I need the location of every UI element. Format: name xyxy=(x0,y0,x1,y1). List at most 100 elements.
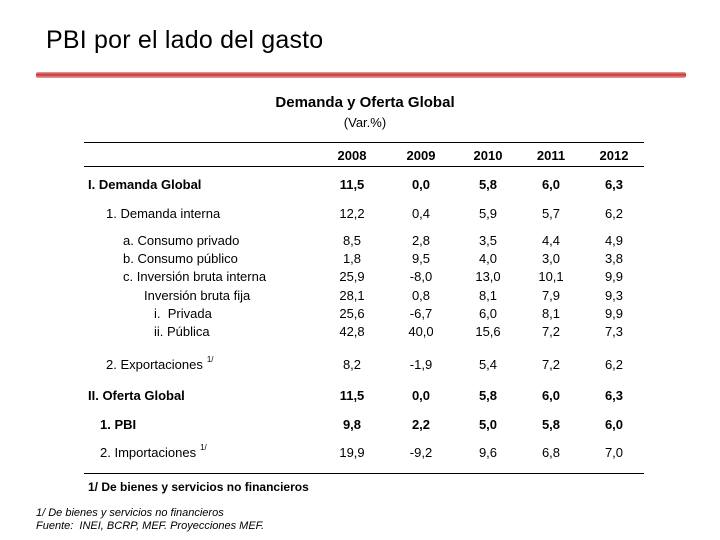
cell-value: 9,6 xyxy=(478,445,498,460)
cell-value: 2,2 xyxy=(411,417,431,432)
cell-value: 25,6 xyxy=(339,306,365,321)
table-row: 1. PBI 9,8 2,2 5,0 5,8 6,0 xyxy=(84,417,644,435)
cell-value: 0,4 xyxy=(411,206,431,221)
table-top-rule xyxy=(84,142,644,143)
cell-value: 11,5 xyxy=(339,388,365,403)
data-table: 2008 2009 2010 2011 2012 I. Demanda Glob… xyxy=(84,140,644,498)
cell-value: 0,8 xyxy=(411,288,431,303)
table-title: Demanda y Oferta Global xyxy=(275,94,455,111)
cell-value: 9,9 xyxy=(604,269,624,284)
cell-value: 25,9 xyxy=(339,269,365,284)
header-rule xyxy=(84,166,644,167)
footnote-marker: 1/ xyxy=(200,443,207,452)
cell-value: 3,0 xyxy=(541,251,561,266)
row-label: 2. Importaciones 1/ xyxy=(100,443,207,460)
row-label: 1. PBI xyxy=(100,417,137,432)
row-label: Inversión bruta fija xyxy=(144,288,251,303)
cell-value: 0,0 xyxy=(411,177,431,192)
row-label-text: 2. Importaciones xyxy=(100,445,197,460)
table-row: 2. Importaciones 1/ 19,9 -9,2 9,6 6,8 7,0 xyxy=(84,443,644,463)
cell-value: 1,8 xyxy=(342,251,362,266)
table-row: 1. Demanda interna 12,2 0,4 5,9 5,7 6,2 xyxy=(84,206,644,224)
cell-value: 19,9 xyxy=(339,445,365,460)
row-label-text: 2. Exportaciones xyxy=(106,357,203,372)
cell-value: 5,8 xyxy=(478,177,498,192)
cell-value: 40,0 xyxy=(408,324,434,339)
cell-value: 7,3 xyxy=(604,324,624,339)
cell-value: -6,7 xyxy=(409,306,433,321)
cell-value: 5,9 xyxy=(478,206,498,221)
cell-value: 9,5 xyxy=(411,251,431,266)
cell-value: 5,4 xyxy=(478,357,498,372)
cell-value: 3,8 xyxy=(604,251,624,266)
cell-value: 4,9 xyxy=(604,233,624,248)
cell-value: 5,0 xyxy=(478,417,498,432)
table-row: 2. Exportaciones 1/ 8,2 -1,9 5,4 7,2 6,2 xyxy=(84,355,644,375)
table-row: i. Privada 25,6 -6,7 6,0 8,1 9,9 xyxy=(84,306,644,324)
cell-value: 6,3 xyxy=(604,177,624,192)
table-row: II. Oferta Global 11,5 0,0 5,8 6,0 6,3 xyxy=(84,388,644,406)
year-header: 2012 xyxy=(599,148,629,163)
cell-value: 11,5 xyxy=(339,177,365,192)
cell-value: 6,2 xyxy=(604,357,624,372)
year-header: 2010 xyxy=(473,148,503,163)
title-underline xyxy=(36,72,686,78)
cell-value: 8,2 xyxy=(342,357,362,372)
cell-value: 8,1 xyxy=(478,288,498,303)
cell-value: 42,8 xyxy=(339,324,365,339)
cell-value: 7,2 xyxy=(541,324,561,339)
row-label: i. Privada xyxy=(154,306,212,321)
cell-value: 10,1 xyxy=(538,269,564,284)
cell-value: 6,0 xyxy=(478,306,498,321)
footnote-marker: 1/ xyxy=(206,355,214,364)
cell-value: 3,5 xyxy=(478,233,498,248)
row-label: II. Oferta Global xyxy=(88,388,185,403)
cell-value: 4,4 xyxy=(541,233,561,248)
row-label: 2. Exportaciones 1/ xyxy=(106,355,214,372)
table-bottom-rule xyxy=(84,473,644,474)
slide-title: PBI por el lado del gasto xyxy=(46,26,324,54)
table-row: b. Consumo público 1,8 9,5 4,0 3,0 3,8 xyxy=(84,251,644,269)
cell-value: 5,8 xyxy=(541,417,561,432)
cell-value: 15,6 xyxy=(475,324,501,339)
cell-value: 12,2 xyxy=(339,206,365,221)
row-label: ii. Pública xyxy=(154,324,210,339)
row-label: a. Consumo privado xyxy=(123,233,240,248)
cell-value: 6,0 xyxy=(541,177,561,192)
cell-value: -8,0 xyxy=(409,269,433,284)
table-row: Inversión bruta fija 28,1 0,8 8,1 7,9 9,… xyxy=(84,288,644,306)
cell-value: 4,0 xyxy=(478,251,498,266)
cell-value: 5,8 xyxy=(478,388,498,403)
cell-value: 8,5 xyxy=(342,233,362,248)
cell-value: 7,0 xyxy=(604,445,624,460)
table-row: c. Inversión bruta interna 25,9 -8,0 13,… xyxy=(84,269,644,287)
cell-value: 2,8 xyxy=(411,233,431,248)
year-header: 2011 xyxy=(536,148,566,163)
cell-value: 0,0 xyxy=(411,388,431,403)
cell-value: 7,2 xyxy=(541,357,561,372)
cell-value: -1,9 xyxy=(409,357,433,372)
year-header: 2008 xyxy=(337,148,367,163)
table-row: ii. Pública 42,8 40,0 15,6 7,2 7,3 xyxy=(84,324,644,342)
table-row: a. Consumo privado 8,5 2,8 3,5 4,4 4,9 xyxy=(84,233,644,251)
cell-value: 6,0 xyxy=(604,417,624,432)
table-row: I. Demanda Global 11,5 0,0 5,8 6,0 6,3 xyxy=(84,177,644,195)
cell-value: 13,0 xyxy=(475,269,501,284)
footnote-source: Fuente: INEI, BCRP, MEF. Proyecciones ME… xyxy=(36,520,265,532)
cell-value: 6,3 xyxy=(604,388,624,403)
cell-value: -9,2 xyxy=(409,445,433,460)
year-header: 2009 xyxy=(406,148,436,163)
table-subtitle: (Var.%) xyxy=(343,115,387,130)
cell-value: 6,0 xyxy=(541,388,561,403)
cell-value: 9,3 xyxy=(604,288,624,303)
cell-value: 8,1 xyxy=(541,306,561,321)
row-label: c. Inversión bruta interna xyxy=(123,269,267,284)
cell-value: 6,2 xyxy=(604,206,624,221)
cell-value: 6,8 xyxy=(541,445,561,460)
cell-value: 9,9 xyxy=(604,306,624,321)
cell-value: 7,9 xyxy=(541,288,561,303)
slide-footnotes: 1/ De bienes y servicios no financieros … xyxy=(36,507,264,533)
footnote-definition: 1/ De bienes y servicios no financieros xyxy=(36,507,224,519)
row-label: 1. Demanda interna xyxy=(106,206,221,221)
table-footnote: 1/ De bienes y servicios no financieros xyxy=(88,480,309,494)
